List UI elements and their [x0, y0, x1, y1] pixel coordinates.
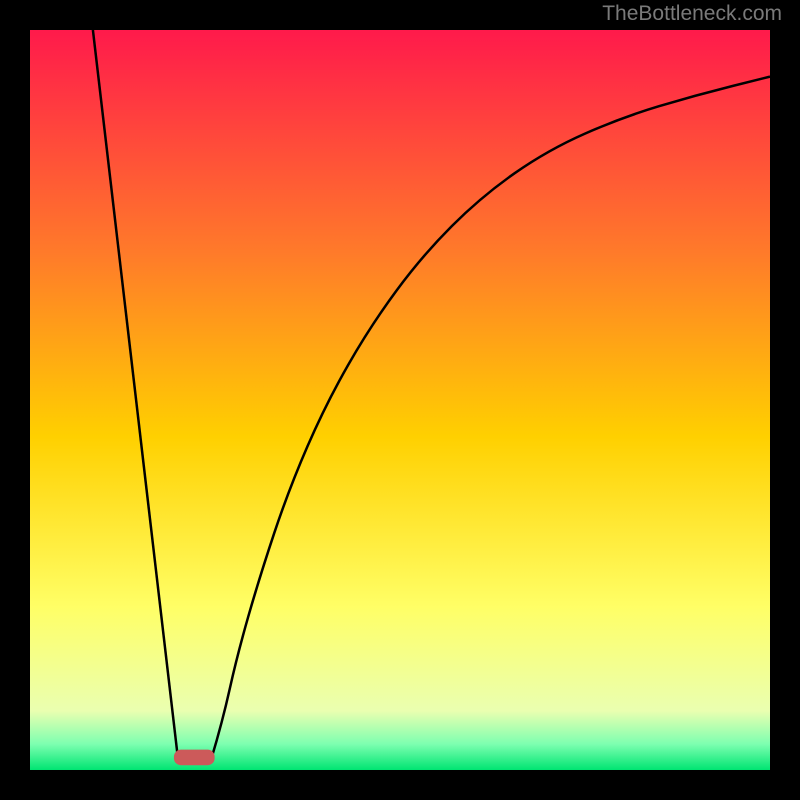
plot-background — [30, 30, 770, 770]
bottleneck-marker — [174, 750, 215, 766]
bottleneck-chart — [0, 0, 800, 800]
chart-container: TheBottleneck.com — [0, 0, 800, 800]
watermark-text: TheBottleneck.com — [602, 2, 782, 26]
